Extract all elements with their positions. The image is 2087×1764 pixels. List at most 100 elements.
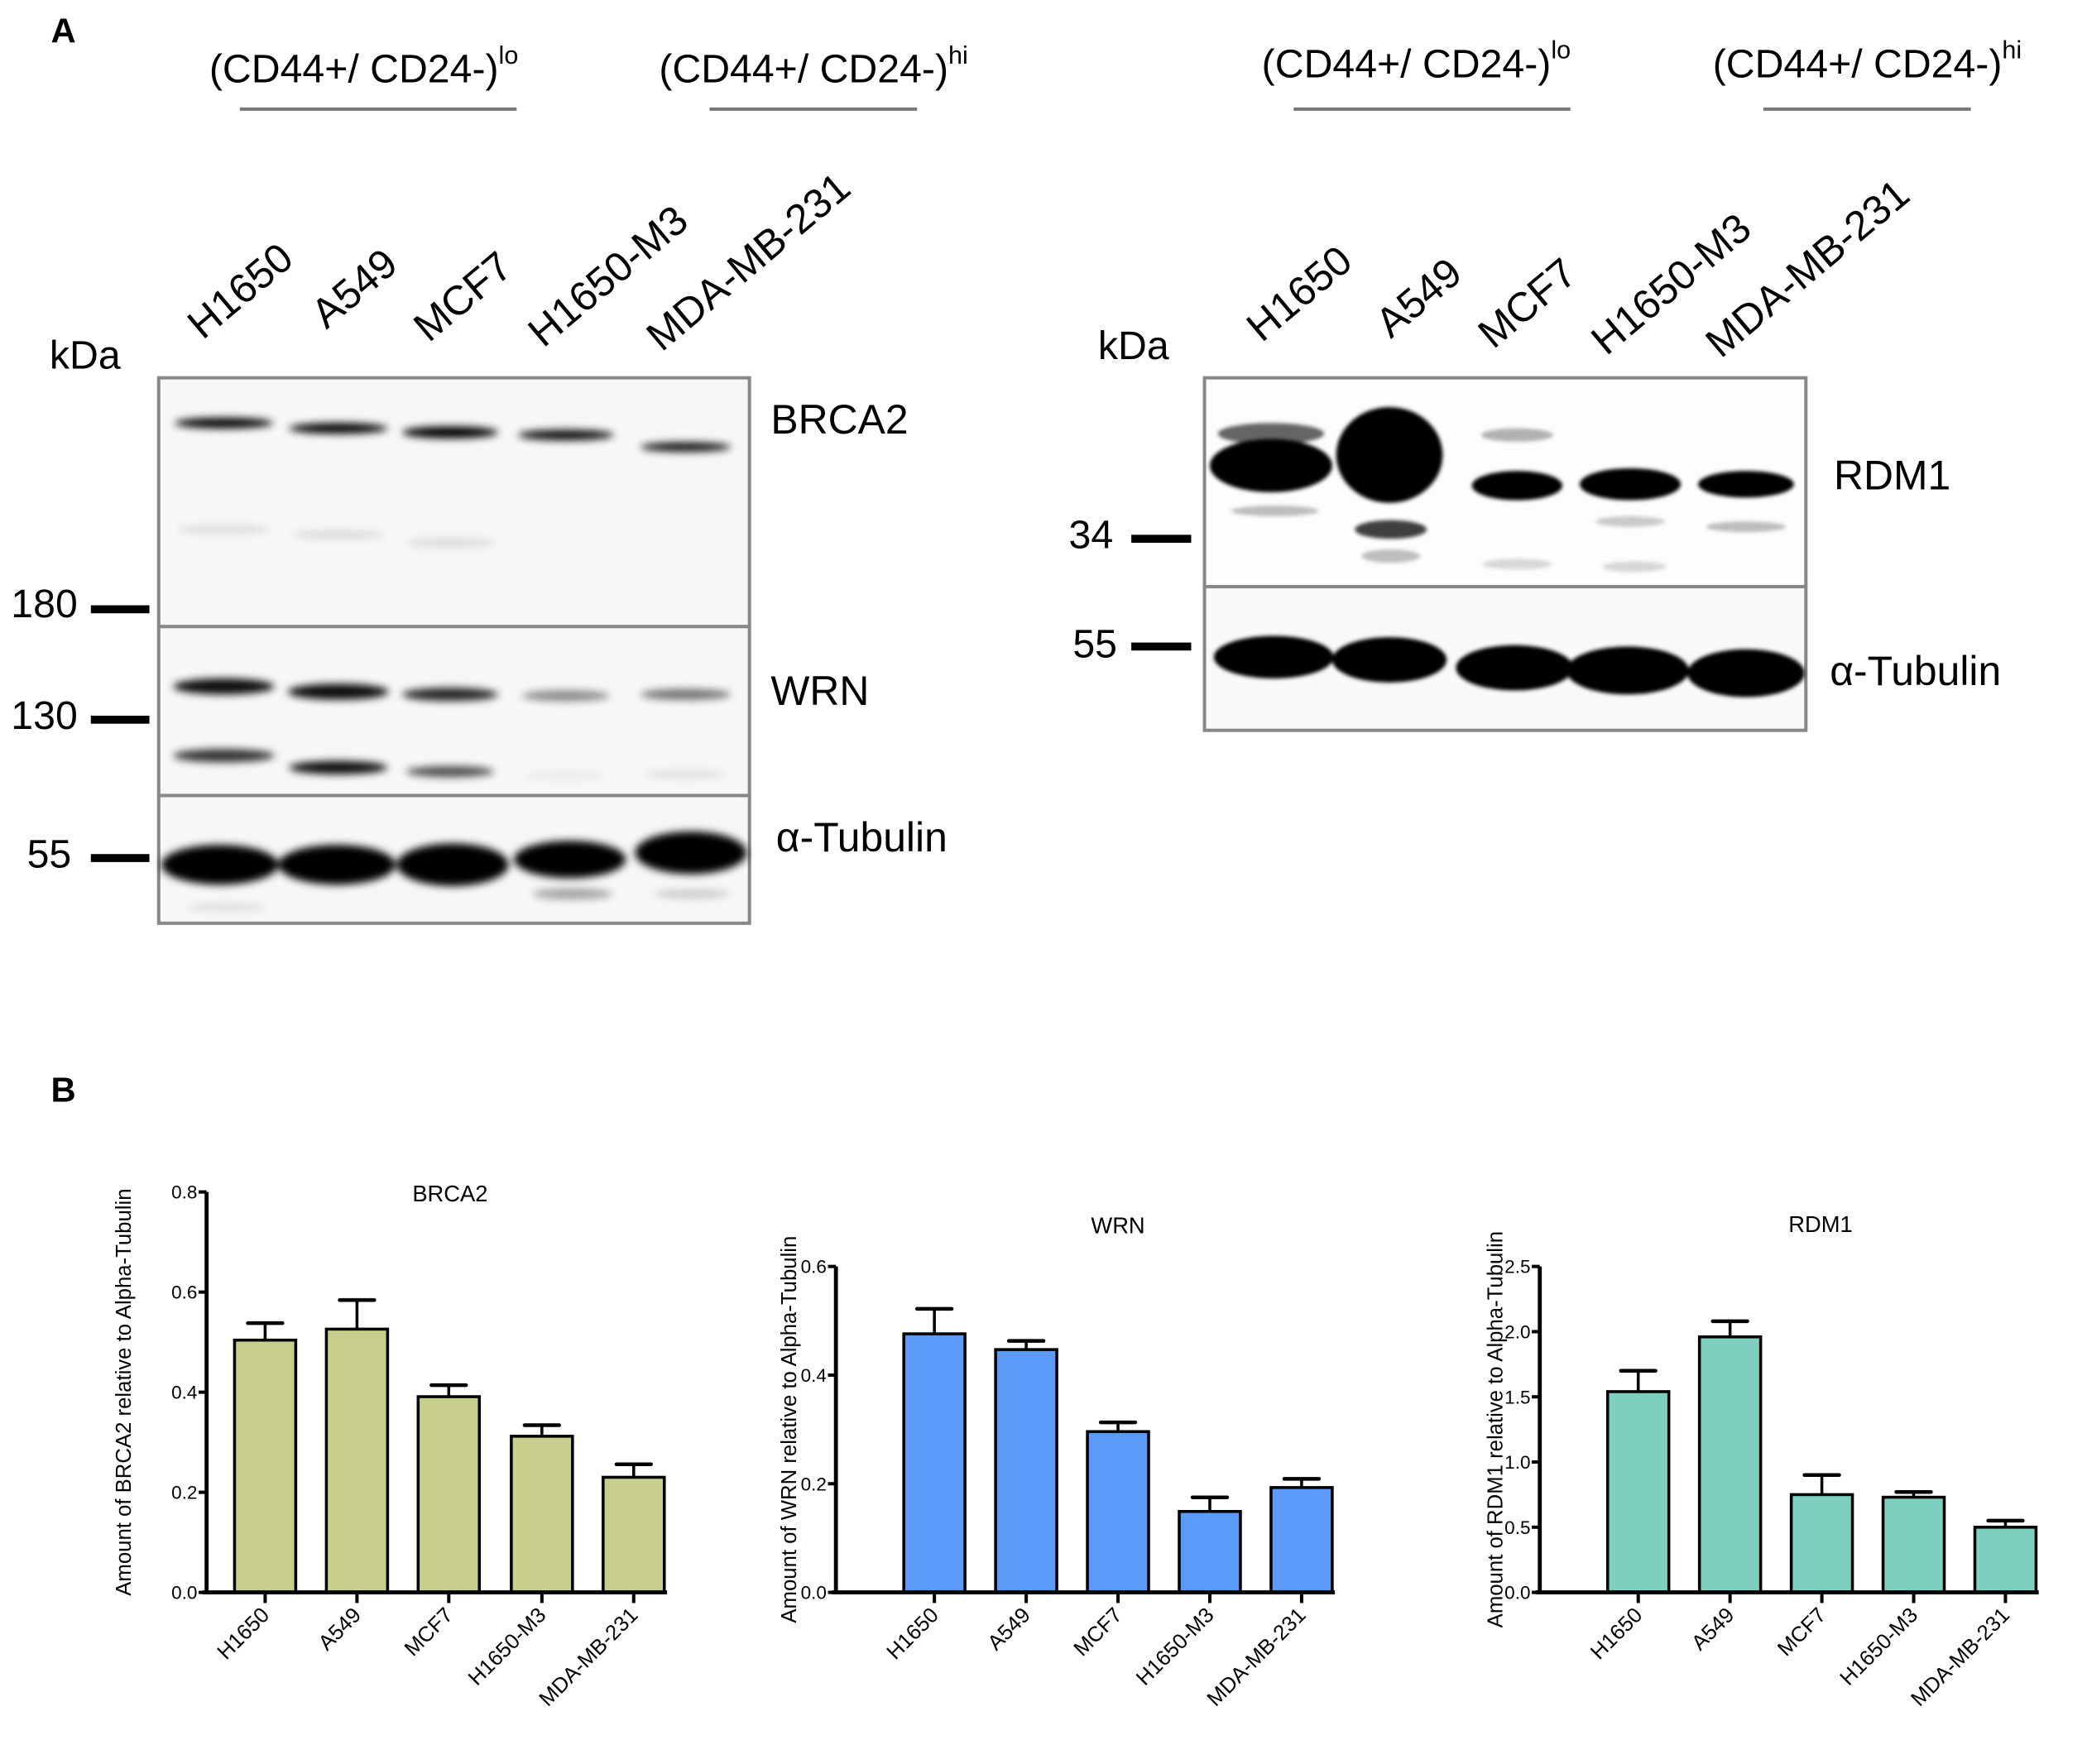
bar (1605, 1390, 1671, 1594)
y-tick-label: 2.0 (1504, 1321, 1530, 1342)
y-tick-label: 0.0 (1504, 1583, 1530, 1603)
kda-unit-label: kDa (50, 333, 121, 377)
x-tick-label: H1650-M3 (464, 1603, 551, 1690)
blot-band (1456, 645, 1573, 691)
y-tick-label: 2.5 (1504, 1257, 1530, 1277)
bar (602, 1475, 666, 1594)
blot-band (1706, 521, 1787, 533)
chart-title: BRCA2 (412, 1181, 487, 1206)
blot-band (1482, 558, 1552, 570)
bar (233, 1338, 298, 1594)
y-tick-label: 0.0 (801, 1583, 827, 1603)
blot-band (173, 749, 275, 763)
blot-band (1595, 515, 1665, 527)
y-tick-label: 0.6 (171, 1282, 197, 1303)
protein-label-rdm1: RDM1 (1834, 453, 1950, 499)
bar (324, 1327, 390, 1594)
lane-label: A549 (1367, 249, 1470, 347)
blot-band (175, 417, 274, 429)
bar (416, 1395, 482, 1594)
kda-unit-label-right: kDa (1098, 324, 1169, 368)
blot-band (1698, 471, 1794, 498)
lane-label: H1650 (179, 234, 301, 348)
blot-band (287, 683, 389, 700)
blot-band (1336, 407, 1443, 503)
y-tick-label: 0.4 (801, 1365, 827, 1386)
y-tick-label: 1.5 (1504, 1387, 1530, 1407)
blot-band (402, 426, 498, 439)
chart-brca2: BRCA2 Amount of BRCA2 relative to Alpha-T… (113, 1181, 667, 1711)
blot-band (402, 688, 498, 702)
y-tick-label: 0.0 (171, 1583, 197, 1603)
chart-title: WRN (1091, 1212, 1144, 1238)
blot-band (635, 831, 747, 875)
blot-band (405, 537, 494, 549)
x-tick-label: A549 (983, 1603, 1034, 1655)
x-tick-label: MDA-MB-231 (1907, 1603, 2014, 1711)
panel-a-label: A (51, 11, 76, 50)
protein-label-tubulin-right: α-Tubulin (1830, 648, 2001, 694)
x-tick-label: A549 (1687, 1603, 1739, 1655)
x-tick-label: H1650 (882, 1603, 943, 1664)
lane-label: H1650 (1238, 237, 1360, 350)
group-header-lo: (CD44+/ CD24-)lo (209, 41, 518, 92)
bar (902, 1332, 967, 1594)
blot-band (278, 844, 396, 885)
blot-band (405, 766, 494, 777)
blot-band (1602, 561, 1667, 573)
marker-180-bar (90, 605, 150, 614)
bar (994, 1348, 1058, 1594)
blot-band (1471, 471, 1563, 501)
blot-band (645, 769, 726, 779)
x-tick-label: MDA-MB-231 (1203, 1603, 1311, 1711)
blot-band (525, 771, 607, 780)
group-header-hi: (CD44+/ CD24-)hi (659, 41, 967, 92)
blot-band (640, 688, 732, 700)
y-tick-label: 0.4 (171, 1383, 197, 1403)
blot-band (1231, 505, 1319, 516)
blot-band (177, 525, 271, 534)
x-tick-label: H1650 (1586, 1603, 1647, 1664)
protein-label-wrn: WRN (770, 668, 869, 714)
blot-band (1566, 646, 1689, 695)
x-tick-label: H1650-M3 (1132, 1603, 1219, 1690)
y-tick-label: 0.6 (801, 1257, 827, 1277)
protein-label-brca2: BRCA2 (770, 396, 908, 443)
blot-band (173, 678, 275, 695)
blot-band (1217, 423, 1325, 445)
left-blot-figure: (CD44+/ CD24-)lo (CD44+/ CD24-)hi H1650 A… (11, 41, 968, 925)
blot-band (291, 530, 386, 539)
blot-band (1579, 467, 1682, 501)
group-header-hi-right: (CD44+/ CD24-)hi (1713, 36, 2022, 87)
blot-band (1209, 439, 1332, 492)
y-tick-label: 0.2 (171, 1483, 197, 1503)
y-tick-label: 0.5 (1504, 1517, 1530, 1538)
x-tick-label: MCF7 (1069, 1603, 1126, 1661)
blot-band (186, 903, 267, 912)
x-tick-label: H1650-M3 (1835, 1603, 1922, 1690)
blot-band (521, 690, 610, 702)
chart-wrn: WRN Amount of WRN relative to Alpha-Tubul… (778, 1212, 1336, 1711)
marker-34-label: 34 (1069, 512, 1114, 557)
marker-55-label: 55 (27, 832, 72, 876)
bar (1178, 1509, 1242, 1594)
blot-band (532, 889, 613, 899)
marker-34-bar (1131, 534, 1192, 543)
bar (1973, 1526, 2038, 1594)
bar (1086, 1430, 1150, 1594)
y-tick-label: 1.0 (1504, 1452, 1530, 1473)
bar (1697, 1335, 1763, 1594)
x-tick-label: MDA-MB-231 (535, 1603, 643, 1711)
blot-band (396, 843, 509, 886)
bar (1881, 1495, 1946, 1594)
lane-label: MCF7 (405, 242, 521, 350)
blot-band (1361, 549, 1421, 563)
panel-b-label: B (51, 1070, 76, 1109)
group-header-lo-right: (CD44+/ CD24-)lo (1262, 36, 1571, 87)
marker-180-label: 180 (11, 582, 77, 626)
x-tick-label: H1650 (213, 1603, 274, 1664)
blot-panel-brca2 (156, 376, 751, 629)
chart-title: RDM1 (1788, 1211, 1852, 1237)
protein-label-tubulin: α-Tubulin (776, 814, 948, 860)
blot-band (517, 429, 614, 441)
